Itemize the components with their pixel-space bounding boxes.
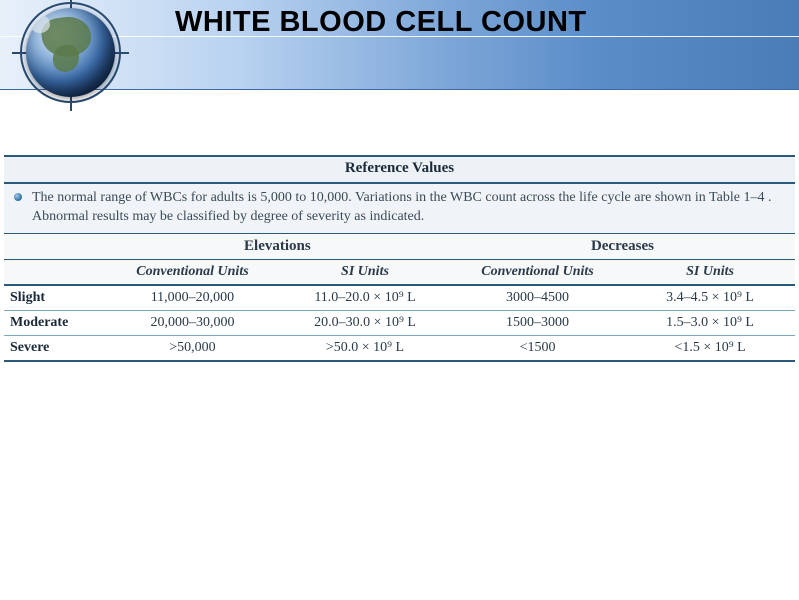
description-text: The normal range of WBCs for adults is 5… bbox=[32, 190, 771, 224]
cell-elev-si: >50.0 × 10⁹ L bbox=[280, 335, 450, 361]
table-row: Severe >50,000 >50.0 × 10⁹ L <1500 <1.5 … bbox=[4, 335, 795, 361]
globe-decoration bbox=[18, 0, 123, 105]
slide-banner: WHITE BLOOD CELL COUNT bbox=[0, 0, 799, 90]
elevations-header: Elevations bbox=[105, 234, 450, 260]
row-label: Slight bbox=[4, 285, 105, 311]
wbc-table: Elevations Decreases Conventional Units … bbox=[4, 234, 795, 362]
reference-description: The normal range of WBCs for adults is 5… bbox=[4, 184, 795, 234]
cell-dec-conv: 1500–3000 bbox=[450, 310, 625, 335]
cell-elev-conv: 11,000–20,000 bbox=[105, 285, 280, 311]
table-row: Slight 11,000–20,000 11.0–20.0 × 10⁹ L 3… bbox=[4, 285, 795, 311]
table-row: Moderate 20,000–30,000 20.0–30.0 × 10⁹ L… bbox=[4, 310, 795, 335]
row-label: Moderate bbox=[4, 310, 105, 335]
cell-elev-si: 11.0–20.0 × 10⁹ L bbox=[280, 285, 450, 311]
elev-si-header: SI Units bbox=[280, 259, 450, 285]
elev-conventional-header: Conventional Units bbox=[105, 259, 280, 285]
cell-elev-conv: 20,000–30,000 bbox=[105, 310, 280, 335]
cell-dec-conv: 3000–4500 bbox=[450, 285, 625, 311]
cell-elev-conv: >50,000 bbox=[105, 335, 280, 361]
reference-header: Reference Values bbox=[4, 155, 795, 184]
unit-header-row: Conventional Units SI Units Conventional… bbox=[4, 259, 795, 285]
row-label: Severe bbox=[4, 335, 105, 361]
group-header-row: Elevations Decreases bbox=[4, 234, 795, 260]
page-title: WHITE BLOOD CELL COUNT bbox=[175, 6, 587, 39]
bullet-icon bbox=[14, 193, 22, 201]
dec-conventional-header: Conventional Units bbox=[450, 259, 625, 285]
cell-dec-si: 1.5–3.0 × 10⁹ L bbox=[625, 310, 795, 335]
decreases-header: Decreases bbox=[450, 234, 795, 260]
cell-dec-conv: <1500 bbox=[450, 335, 625, 361]
dec-si-header: SI Units bbox=[625, 259, 795, 285]
reference-table: Reference Values The normal range of WBC… bbox=[4, 155, 795, 362]
cell-elev-si: 20.0–30.0 × 10⁹ L bbox=[280, 310, 450, 335]
cell-dec-si: 3.4–4.5 × 10⁹ L bbox=[625, 285, 795, 311]
cell-dec-si: <1.5 × 10⁹ L bbox=[625, 335, 795, 361]
